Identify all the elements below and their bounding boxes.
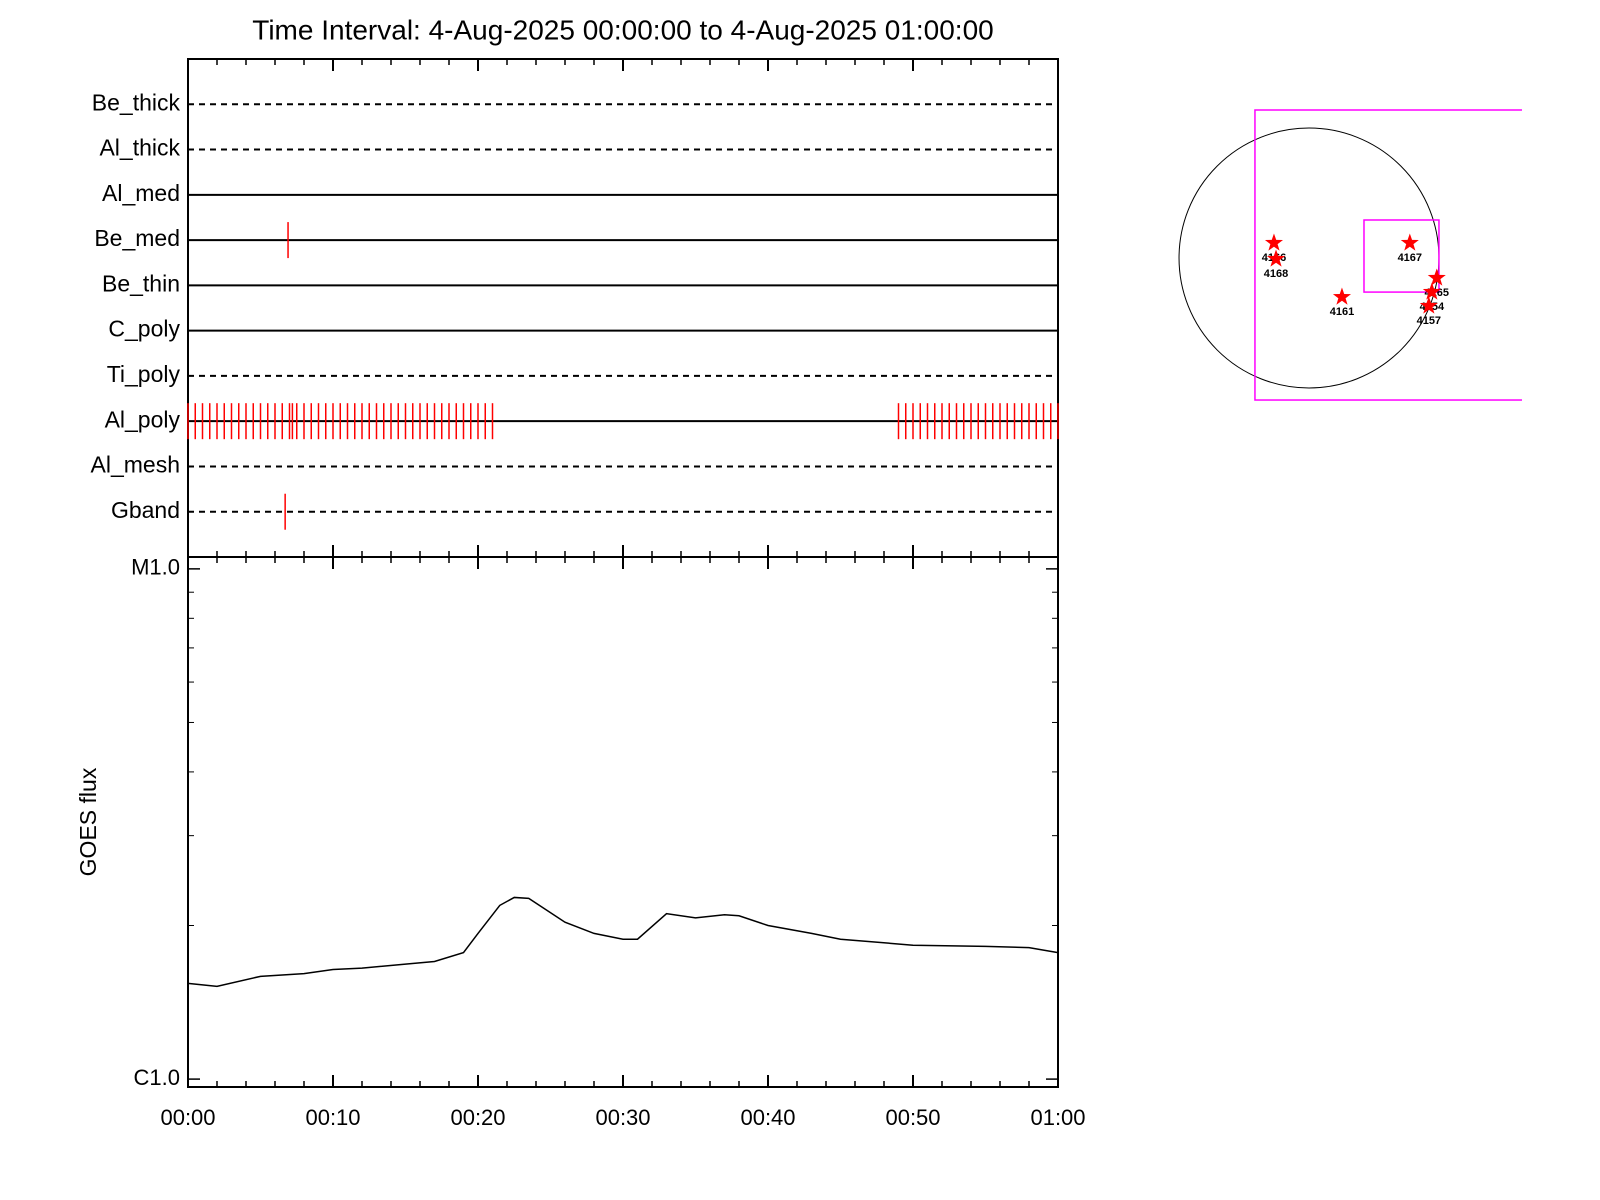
x-tick-label: 00:40 (740, 1105, 795, 1130)
row-label: Al_med (102, 180, 180, 206)
region-star (1422, 282, 1441, 300)
row-label: C_poly (108, 316, 180, 342)
row-label: Be_med (94, 225, 180, 251)
row-label: Ti_poly (107, 361, 181, 387)
region-label: 4161 (1330, 306, 1354, 318)
x-tick-label: 00:00 (160, 1105, 215, 1130)
plot-frame (187, 556, 1059, 1088)
row-label: Al_poly (105, 406, 181, 432)
region-star (1427, 268, 1446, 286)
region-label: 4157 (1417, 315, 1441, 327)
region-label: 4168 (1264, 268, 1288, 280)
row-label: Al_mesh (91, 452, 180, 478)
row-label: Gband (111, 497, 180, 523)
fov-box (1363, 219, 1440, 293)
region-star (1332, 287, 1351, 305)
region-star (1419, 296, 1438, 314)
x-tick-label: 01:00 (1030, 1105, 1085, 1130)
x-tick-label: 00:10 (305, 1105, 360, 1130)
solar-map: 4166416841674165415441574161 (1178, 109, 1522, 401)
x-tick-label: 00:30 (595, 1105, 650, 1130)
x-tick-label: 00:20 (450, 1105, 505, 1130)
row-label: Be_thin (102, 270, 180, 296)
region-star (1400, 233, 1419, 251)
y-tick-label: M1.0 (131, 555, 180, 580)
chart-title: Time Interval: 4-Aug-2025 00:00:00 to 4-… (252, 14, 993, 45)
y-axis-label: GOES flux (75, 767, 101, 876)
region-star (1266, 249, 1286, 267)
plot-frame (187, 58, 1059, 558)
row-label: Al_thick (99, 135, 180, 161)
goes-line (187, 896, 1059, 988)
region-label: 4167 (1398, 252, 1422, 264)
region-star (1264, 233, 1284, 251)
x-tick-label: 00:50 (885, 1105, 940, 1130)
row-label: Be_thick (92, 89, 181, 115)
y-tick-label: C1.0 (134, 1065, 180, 1090)
fov-box (1254, 109, 1522, 401)
